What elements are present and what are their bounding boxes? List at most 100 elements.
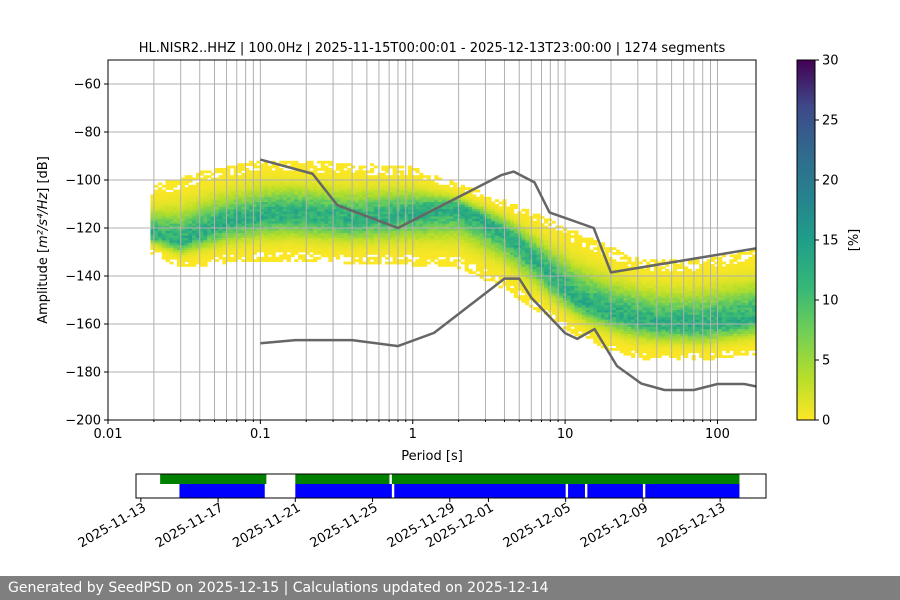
heatmap-cell (332, 220, 337, 224)
heatmap-cell (256, 160, 261, 164)
heatmap-cell (653, 350, 658, 354)
heatmap-cell (650, 300, 655, 303)
heatmap-cell (305, 237, 310, 241)
heatmap-cell (385, 182, 390, 186)
heatmap-cell (169, 232, 174, 236)
heatmap-cell (612, 290, 617, 294)
heatmap-cell (339, 216, 344, 219)
heatmap-cell (513, 249, 518, 253)
heatmap-cell (510, 211, 515, 214)
heatmap-cell (426, 242, 431, 246)
heatmap-cell (256, 199, 261, 202)
heatmap-cell (445, 223, 450, 226)
heatmap-cell (551, 235, 556, 238)
heatmap-cell (540, 232, 545, 236)
heatmap-cell (615, 283, 621, 286)
heatmap-cell (634, 300, 640, 303)
heatmap-cell (271, 182, 276, 186)
heatmap-cell (260, 237, 265, 241)
heatmap-cell (252, 225, 257, 229)
heatmap-cell (271, 256, 276, 260)
heatmap-cell (267, 225, 272, 229)
heatmap-cell (615, 328, 621, 332)
heatmap-cell (294, 187, 299, 190)
heatmap-cell (559, 278, 564, 282)
heatmap-cell (453, 206, 458, 210)
heatmap-cell (544, 237, 549, 241)
heatmap-cell (176, 259, 182, 262)
heatmap-cell (275, 242, 280, 246)
heatmap-cell (279, 201, 284, 205)
heatmap-cell (597, 249, 602, 253)
heatmap-cell (309, 199, 314, 202)
heatmap-cell (237, 240, 242, 243)
heatmap-cell (593, 273, 598, 277)
heatmap-cell (460, 249, 465, 253)
heatmap-cell (354, 201, 360, 205)
heatmap-cell (612, 280, 617, 284)
heatmap-cell (475, 256, 481, 260)
heatmap-cell (358, 228, 363, 231)
heatmap-cell (226, 192, 231, 195)
heatmap-cell (176, 261, 182, 265)
heatmap-cell (464, 261, 469, 265)
heatmap-cell (646, 297, 651, 301)
heatmap-cell (638, 314, 643, 318)
heatmap-cell (316, 232, 322, 236)
heatmap-cell (438, 237, 443, 241)
heatmap-cell (646, 271, 651, 274)
heatmap-cell (415, 252, 420, 255)
heatmap-cell (642, 307, 647, 310)
heatmap-cell (373, 247, 378, 250)
heatmap-cell (438, 254, 443, 258)
heatmap-cell (619, 331, 624, 334)
heatmap-cell (475, 244, 481, 248)
heatmap-cell (415, 242, 420, 246)
heatmap-cell (544, 288, 549, 291)
heatmap-cell (570, 271, 575, 274)
heatmap-cell (328, 216, 333, 219)
heatmap-cell (544, 300, 549, 303)
heatmap-cell (369, 242, 375, 246)
heatmap-cell (267, 232, 272, 236)
heatmap-cell (279, 213, 284, 217)
heatmap-cell (574, 240, 579, 243)
heatmap-cell (551, 273, 556, 277)
heatmap-cell (237, 225, 242, 229)
heatmap-cell (411, 187, 416, 190)
heatmap-cell (506, 213, 511, 217)
heatmap-cell (392, 199, 397, 202)
heatmap-cell (468, 201, 473, 205)
heatmap-cell (396, 175, 401, 178)
heatmap-cell (460, 244, 465, 248)
heatmap-cell (305, 201, 310, 205)
heatmap-cell (494, 268, 500, 272)
heatmap-cell (226, 230, 231, 234)
heatmap-cell (305, 220, 310, 224)
heatmap-cell (615, 288, 621, 291)
heatmap-cell (453, 252, 458, 255)
heatmap-cell (180, 199, 185, 202)
heatmap-cell (158, 218, 163, 222)
heatmap-cell (566, 302, 571, 306)
heatmap-cell (555, 237, 560, 241)
heatmap-cell (211, 211, 216, 214)
heatmap-cell (316, 192, 322, 195)
heatmap-cell (324, 232, 329, 236)
heatmap-cell (237, 216, 242, 219)
heatmap-cell (479, 276, 484, 279)
heatmap-cell (286, 230, 291, 234)
heatmap-cell (286, 208, 291, 212)
heatmap-cell (551, 247, 556, 250)
heatmap-cell (392, 230, 397, 234)
heatmap-cell (449, 235, 454, 238)
heatmap-cell (510, 259, 515, 262)
heatmap-cell (229, 189, 235, 193)
heatmap-cell (475, 254, 481, 258)
heatmap-cell (335, 187, 341, 190)
heatmap-cell (358, 232, 363, 236)
heatmap-cell (574, 266, 579, 270)
heatmap-cell (434, 261, 439, 265)
heatmap-cell (358, 170, 363, 174)
heatmap-cell (494, 204, 500, 207)
